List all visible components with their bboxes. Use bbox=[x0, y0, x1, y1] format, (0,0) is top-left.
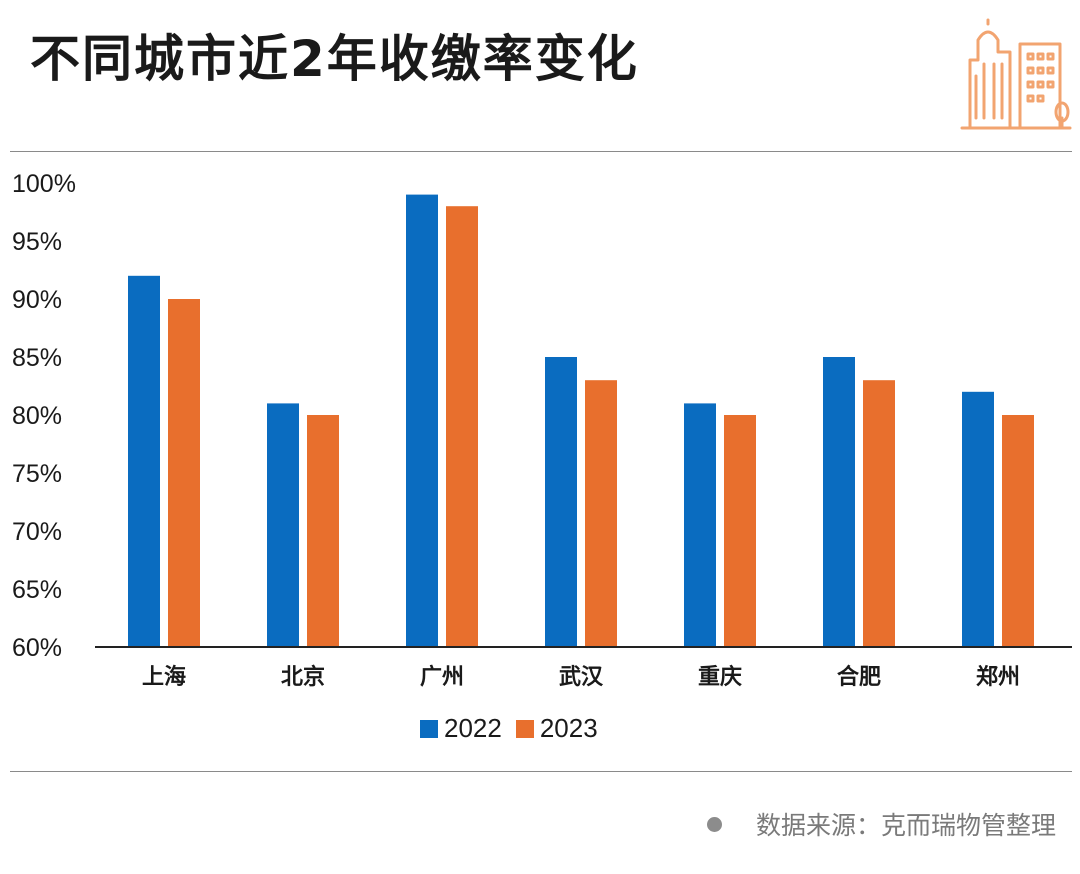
chart-title: 不同城市近2年收缴率变化 bbox=[30, 30, 639, 88]
y-tick-label: 95% bbox=[12, 228, 62, 256]
legend-label-2022: 2022 bbox=[444, 713, 502, 743]
bottom-divider bbox=[10, 771, 1072, 772]
legend-swatch-2023 bbox=[515, 719, 534, 738]
bullet-dot-icon bbox=[706, 816, 722, 832]
bar-2022 bbox=[128, 275, 160, 647]
y-tick-label: 70% bbox=[12, 518, 62, 546]
legend-item-2022: 2022 bbox=[420, 713, 502, 744]
source-note: 数据来源：克而瑞物管整理 bbox=[706, 806, 1056, 842]
bar-2022 bbox=[823, 357, 855, 647]
x-tick-label: 武汉 bbox=[559, 665, 604, 690]
source-text: 数据来源：克而瑞物管整理 bbox=[755, 811, 1056, 840]
x-tick-label: 北京 bbox=[281, 664, 325, 690]
legend-swatch-2022 bbox=[420, 719, 438, 738]
y-tick-label: 65% bbox=[12, 576, 62, 604]
legend: 2022 2023 bbox=[420, 713, 598, 744]
legend-label-2023: 2023 bbox=[539, 713, 598, 743]
x-tick-label: 郑州 bbox=[976, 665, 1020, 690]
bar-2023 bbox=[585, 380, 617, 647]
y-tick-label: 90% bbox=[12, 286, 62, 314]
bar-2022 bbox=[684, 403, 716, 647]
bar-2023 bbox=[1002, 415, 1034, 647]
bar-2023 bbox=[724, 415, 756, 647]
bar-2023 bbox=[863, 380, 895, 647]
bar-2022 bbox=[545, 357, 577, 647]
y-tick-label: 80% bbox=[12, 402, 62, 430]
x-tick-label: 重庆 bbox=[698, 664, 742, 690]
city-buildings-icon bbox=[960, 18, 1072, 130]
bar-2022 bbox=[267, 403, 299, 647]
bar-2023 bbox=[168, 299, 200, 647]
y-tick-label: 100% bbox=[12, 170, 76, 198]
top-divider bbox=[10, 151, 1072, 152]
bar-2023 bbox=[307, 415, 339, 647]
x-tick-label: 广州 bbox=[420, 664, 464, 690]
bar-2023 bbox=[446, 206, 478, 647]
legend-item-2023: 2023 bbox=[515, 713, 598, 744]
y-tick-label: 85% bbox=[12, 344, 62, 372]
y-tick-label: 60% bbox=[12, 634, 62, 662]
bar-2022 bbox=[962, 391, 994, 647]
bar-2022 bbox=[406, 194, 438, 647]
x-tick-label: 上海 bbox=[142, 664, 186, 690]
x-tick-label: 合肥 bbox=[837, 664, 881, 690]
y-tick-label: 75% bbox=[12, 460, 62, 488]
